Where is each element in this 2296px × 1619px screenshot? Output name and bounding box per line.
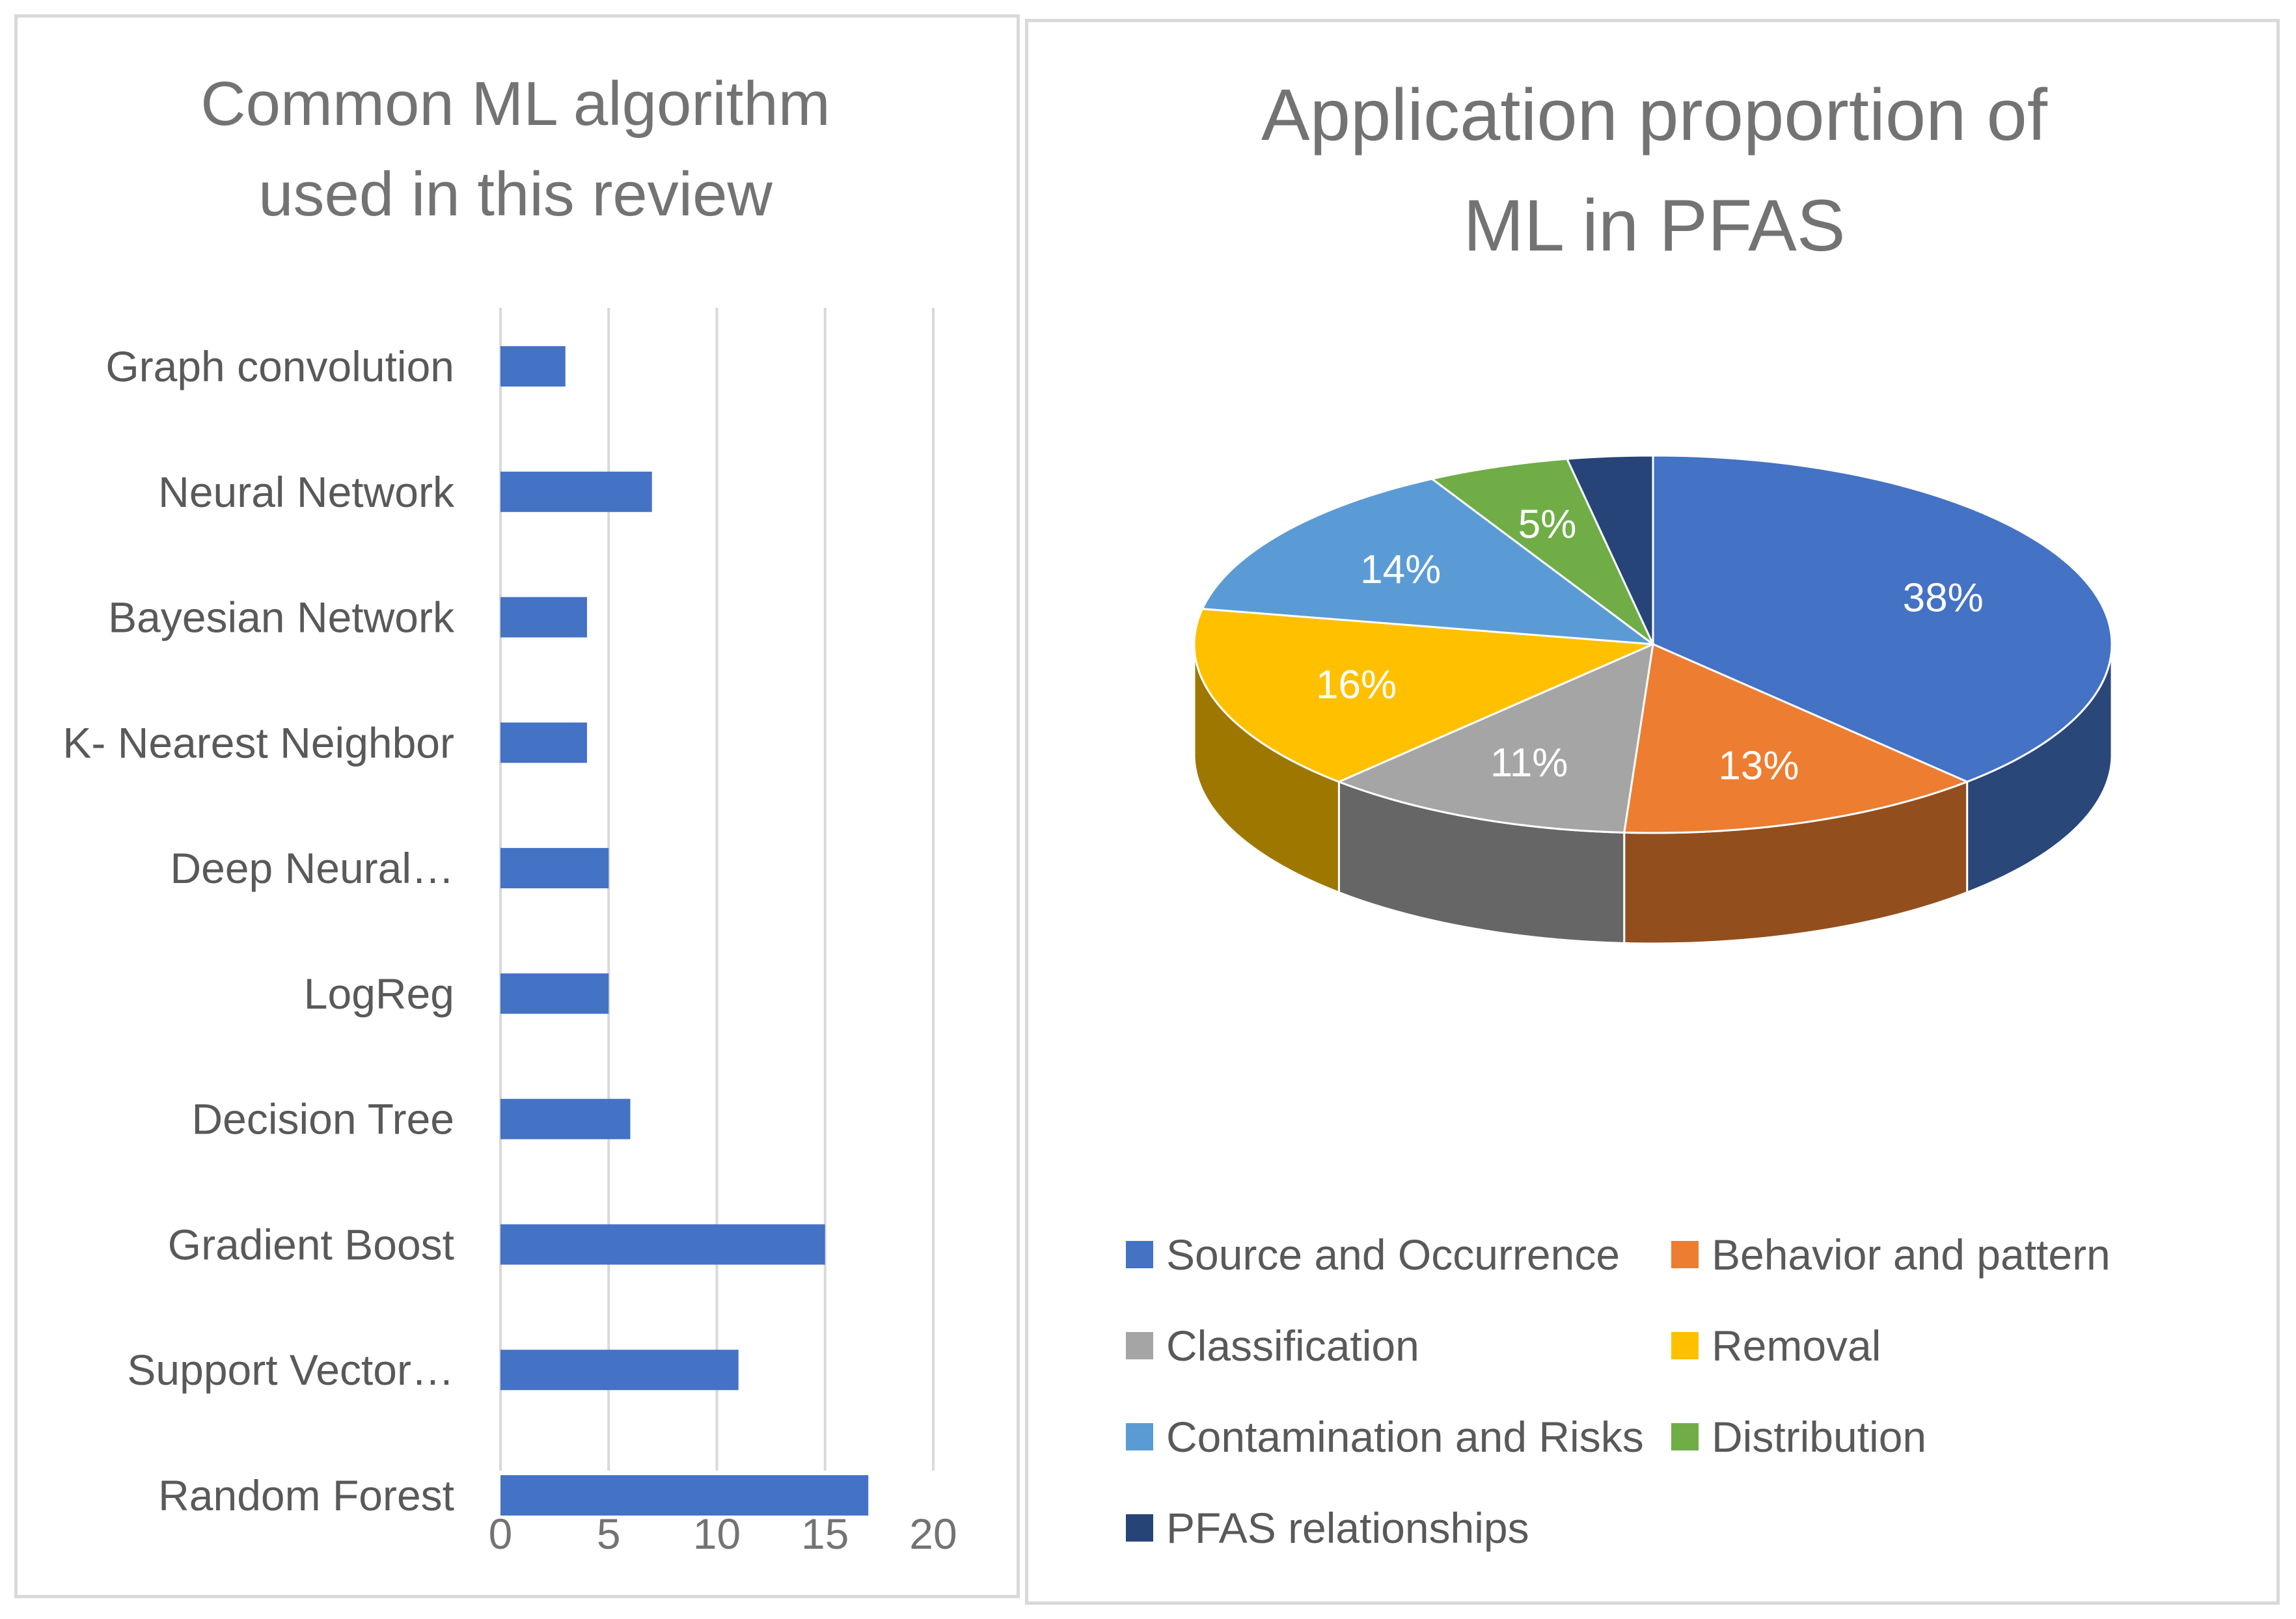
legend-swatch-distribution <box>1671 1423 1699 1450</box>
bar-bayesian-network <box>500 597 587 638</box>
category-label: Graph convolution <box>105 342 454 390</box>
bar-k-nearest-neighbor <box>500 722 587 763</box>
bar-deep-neural <box>500 848 609 889</box>
x-tick-label: 10 <box>693 1510 741 1558</box>
category-label: K- Nearest Neighbor <box>62 718 454 767</box>
x-tick-label: 5 <box>597 1510 621 1558</box>
category-label: LogReg <box>304 970 454 1018</box>
legend-swatch-source-and-occurrence <box>1126 1241 1153 1268</box>
legend-label: Classification <box>1166 1322 1419 1370</box>
bar-neural-network <box>500 471 652 512</box>
legend-label: Source and Occurrence <box>1166 1231 1620 1279</box>
category-label: Decision Tree <box>191 1095 454 1143</box>
bar-chart-bars <box>500 346 869 1516</box>
legend-label: Removal <box>1712 1322 1881 1370</box>
pie-chart-title-line-2: ML in PFAS <box>1463 185 1845 266</box>
pie-slice-pfas-relationships <box>1565 454 1654 645</box>
pie-slice-classification <box>1336 642 1654 834</box>
category-label: Gradient Boost <box>168 1220 454 1268</box>
legend-swatch-removal <box>1671 1332 1699 1359</box>
pie-data-label: 13% <box>1718 744 1799 789</box>
bar-gradient-boost <box>500 1224 825 1265</box>
x-tick-label: 15 <box>801 1510 849 1558</box>
bar-random-forest <box>500 1475 869 1516</box>
pie-data-label: 14% <box>1360 547 1441 592</box>
pie-data-label: 38% <box>1903 575 1984 620</box>
category-label: Deep Neural… <box>170 844 454 892</box>
pie-chart-data-labels: 38% 13% 11% 16% 14% 5% <box>1316 502 1984 788</box>
bar-chart-category-labels: Graph convolution Neural Network Bayesian … <box>62 342 455 1519</box>
legend-swatch-pfas-relationships <box>1126 1514 1153 1542</box>
pie-chart-legend: Source and Occurrence Behavior and patter… <box>1126 1231 2111 1552</box>
category-label: Bayesian Network <box>108 593 455 642</box>
pie-chart-slices <box>1193 454 2113 834</box>
pie-data-label: 16% <box>1316 662 1397 707</box>
bar-decision-tree <box>500 1098 631 1139</box>
pie-slice-behavior-and-pattern <box>1622 642 1970 834</box>
bar-chart-title-line-2: used in this review <box>258 159 772 229</box>
bar-chart-title-line-1: Common ML algorithm <box>200 69 830 139</box>
legend-label: Contamination and Risks <box>1166 1413 1644 1461</box>
bar-graph-convolution <box>500 346 566 387</box>
bar-chart-x-tick-labels: 0 5 10 15 20 <box>489 1510 957 1558</box>
x-tick-label: 20 <box>909 1510 957 1558</box>
pie-slice-contamination-and-risks <box>1201 478 1657 646</box>
category-label: Random Forest <box>158 1471 454 1519</box>
pie-data-label: 5% <box>1518 502 1577 547</box>
legend-swatch-classification <box>1126 1332 1153 1359</box>
x-tick-label: 0 <box>489 1510 513 1558</box>
pie-slice-source-and-occurrence <box>1652 454 2113 783</box>
pie-slice-removal <box>1193 608 1654 783</box>
legend-swatch-contamination-and-risks <box>1126 1423 1153 1450</box>
bar-support-vector <box>500 1350 739 1391</box>
pie-chart-title-line-1: Application proportion of <box>1261 74 2048 156</box>
bar-chart: Common ML algorithm used in this review … <box>62 69 957 1558</box>
pie-slice-distribution <box>1429 457 1654 646</box>
pie-data-label: 11% <box>1490 741 1568 785</box>
legend-label: Distribution <box>1712 1413 1926 1461</box>
legend-label: Behavior and pattern <box>1712 1231 2111 1279</box>
legend-swatch-behavior-and-pattern <box>1671 1241 1699 1268</box>
category-label: Support Vector… <box>127 1346 454 1394</box>
pie-chart-sides <box>1193 644 2113 945</box>
category-label: Neural Network <box>158 468 455 516</box>
pie-chart: Application proportion of ML in PFAS 38%… <box>1126 74 2113 1552</box>
legend-label: PFAS relationships <box>1166 1504 1529 1552</box>
bar-chart-panel <box>14 14 1020 1598</box>
bar-logreg <box>500 973 609 1014</box>
